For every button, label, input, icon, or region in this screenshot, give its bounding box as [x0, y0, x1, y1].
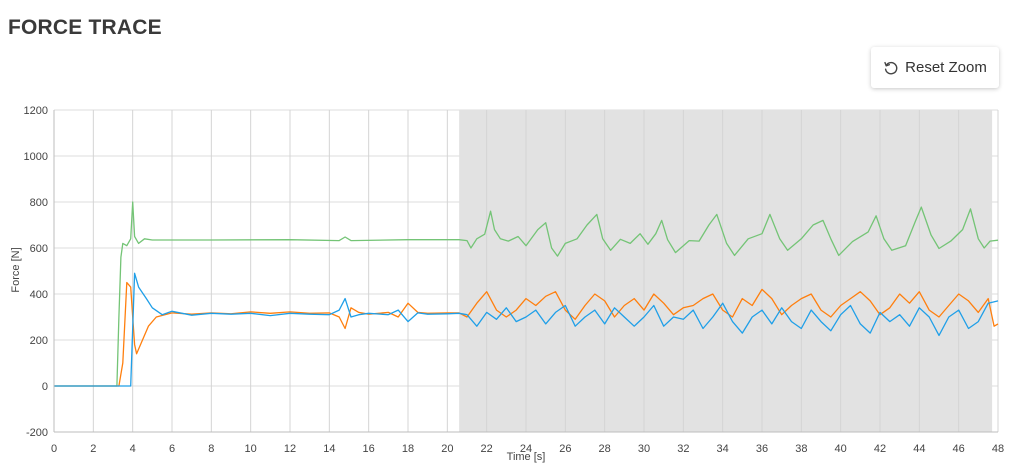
x-tick-label: 6 — [169, 443, 175, 455]
x-tick-label: 40 — [835, 443, 847, 455]
x-tick-label: 22 — [481, 443, 493, 455]
x-tick-label: 20 — [441, 443, 453, 455]
x-tick-label: 46 — [953, 443, 965, 455]
series-line-1 — [54, 201, 999, 387]
x-tick-label: 42 — [874, 443, 886, 455]
chart-highlight-layer — [459, 110, 993, 432]
x-tick-label: 24 — [520, 443, 532, 455]
y-tick-label: 0 — [42, 381, 48, 393]
x-tick-label: 18 — [402, 443, 414, 455]
reset-zoom-button[interactable]: Reset Zoom — [871, 47, 999, 88]
x-tick-label: 4 — [130, 443, 136, 455]
x-axis-title: Time [s] — [507, 451, 546, 463]
x-tick-label: 32 — [677, 443, 689, 455]
y-axis-title: Force [N] — [10, 247, 22, 292]
series-line-2 — [54, 281, 999, 387]
x-tick-label: 38 — [795, 443, 807, 455]
highlight-region — [459, 110, 993, 432]
page-title: FORCE TRACE — [8, 16, 162, 39]
x-tick-label: 44 — [913, 443, 925, 455]
x-tick-label: 14 — [323, 443, 335, 455]
y-tick-label: 200 — [30, 335, 48, 347]
x-tick-label: 2 — [90, 443, 96, 455]
x-tick-label: 0 — [51, 443, 57, 455]
x-tick-label: 8 — [208, 443, 214, 455]
reset-zoom-label: Reset Zoom — [905, 59, 987, 76]
chart-series-layer — [54, 201, 999, 387]
chart-vertical-grid — [53, 110, 999, 432]
series-line-3 — [54, 272, 999, 387]
x-tick-label: 26 — [559, 443, 571, 455]
x-tick-label: 36 — [756, 443, 768, 455]
rotate-ccw-icon — [883, 60, 899, 76]
x-tick-label: 16 — [363, 443, 375, 455]
y-tick-label: 400 — [30, 289, 48, 301]
x-tick-label: 34 — [717, 443, 729, 455]
x-tick-label: 10 — [245, 443, 257, 455]
y-tick-label: 1000 — [24, 151, 48, 163]
x-tick-label: 48 — [992, 443, 1004, 455]
x-tick-label: 28 — [599, 443, 611, 455]
y-tick-label: -200 — [26, 427, 48, 439]
x-tick-label: 12 — [284, 443, 296, 455]
y-tick-label: 800 — [30, 197, 48, 209]
y-tick-label: 600 — [30, 243, 48, 255]
x-tick-label: 30 — [638, 443, 650, 455]
y-tick-label: 1200 — [24, 105, 48, 117]
